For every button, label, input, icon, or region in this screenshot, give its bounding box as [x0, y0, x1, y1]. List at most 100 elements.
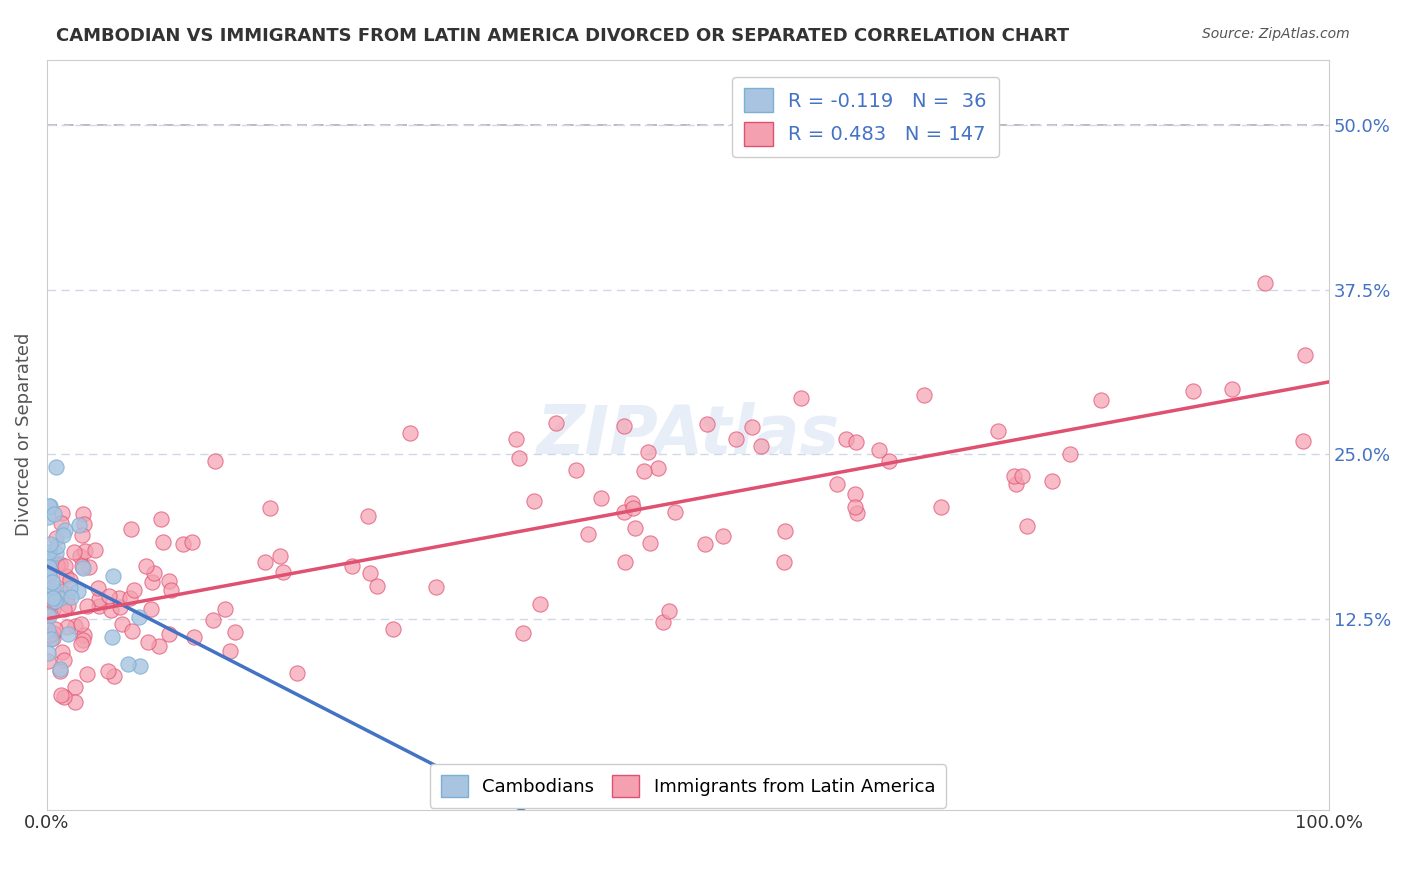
- Point: [41, 580, 63, 594]
- Point: [846, 506, 869, 520]
- Point: [76, 667, 98, 681]
- Point: [87, 592, 110, 607]
- Point: [100, 602, 122, 616]
- Point: [60, 591, 83, 605]
- Point: [624, 521, 647, 535]
- Point: [98, 589, 121, 603]
- Point: [827, 476, 849, 491]
- Point: [37, 607, 59, 621]
- Point: [42, 602, 65, 616]
- Point: [120, 591, 142, 605]
- Point: [576, 527, 599, 541]
- Point: [508, 451, 530, 466]
- Point: [664, 505, 686, 519]
- Point: [87, 581, 110, 595]
- Point: [38, 500, 60, 514]
- Point: [987, 424, 1010, 438]
- Point: [56, 627, 79, 641]
- Y-axis label: Divorced or Separated: Divorced or Separated: [15, 333, 32, 536]
- Point: [150, 512, 173, 526]
- Point: [1220, 382, 1243, 396]
- Point: [49, 584, 72, 599]
- Point: [1005, 477, 1028, 491]
- Point: [73, 544, 96, 558]
- Point: [87, 599, 110, 613]
- Point: [44, 594, 66, 608]
- Text: ZIPAtlas: ZIPAtlas: [536, 401, 839, 467]
- Point: [637, 445, 659, 459]
- Point: [76, 599, 98, 613]
- Point: [38, 567, 60, 582]
- Point: [512, 626, 534, 640]
- Point: [84, 542, 107, 557]
- Point: [789, 391, 811, 405]
- Point: [529, 597, 551, 611]
- Point: [53, 523, 76, 537]
- Point: [59, 573, 82, 587]
- Point: [613, 419, 636, 434]
- Point: [72, 632, 94, 647]
- Point: [844, 486, 866, 500]
- Point: [366, 579, 388, 593]
- Legend: Cambodians, Immigrants from Latin America: Cambodians, Immigrants from Latin Americ…: [430, 764, 946, 808]
- Point: [613, 555, 636, 569]
- Point: [38, 582, 60, 596]
- Point: [546, 416, 568, 430]
- Point: [129, 658, 152, 673]
- Point: [912, 388, 935, 402]
- Point: [52, 690, 75, 705]
- Point: [877, 454, 900, 468]
- Point: [70, 558, 93, 573]
- Point: [122, 582, 145, 597]
- Point: [340, 559, 363, 574]
- Point: [214, 602, 236, 616]
- Point: [101, 569, 124, 583]
- Point: [142, 566, 165, 580]
- Point: [55, 590, 77, 604]
- Point: [183, 630, 205, 644]
- Point: [59, 581, 82, 595]
- Point: [69, 637, 91, 651]
- Point: [69, 549, 91, 563]
- Point: [44, 622, 66, 636]
- Point: [38, 628, 60, 642]
- Point: [44, 508, 66, 522]
- Point: [51, 506, 73, 520]
- Point: [37, 654, 59, 668]
- Point: [773, 555, 796, 569]
- Point: [72, 560, 94, 574]
- Point: [621, 496, 644, 510]
- Point: [1002, 468, 1025, 483]
- Point: [157, 627, 180, 641]
- Point: [128, 609, 150, 624]
- Point: [42, 626, 65, 640]
- Point: [121, 624, 143, 638]
- Point: [49, 591, 72, 606]
- Point: [111, 617, 134, 632]
- Point: [751, 439, 773, 453]
- Point: [591, 491, 613, 505]
- Point: [65, 680, 87, 694]
- Point: [157, 574, 180, 589]
- Point: [658, 604, 681, 618]
- Point: [73, 517, 96, 532]
- Point: [63, 695, 86, 709]
- Point: [505, 433, 527, 447]
- Point: [49, 664, 72, 678]
- Point: [741, 420, 763, 434]
- Point: [695, 536, 717, 550]
- Point: [357, 509, 380, 524]
- Point: [70, 528, 93, 542]
- Point: [647, 461, 669, 475]
- Point: [39, 549, 62, 563]
- Point: [1011, 469, 1033, 483]
- Point: [152, 535, 174, 549]
- Point: [259, 501, 281, 516]
- Point: [66, 583, 89, 598]
- Point: [253, 555, 276, 569]
- Point: [564, 462, 586, 476]
- Point: [53, 601, 76, 615]
- Point: [359, 566, 381, 581]
- Point: [72, 507, 94, 521]
- Point: [56, 598, 79, 612]
